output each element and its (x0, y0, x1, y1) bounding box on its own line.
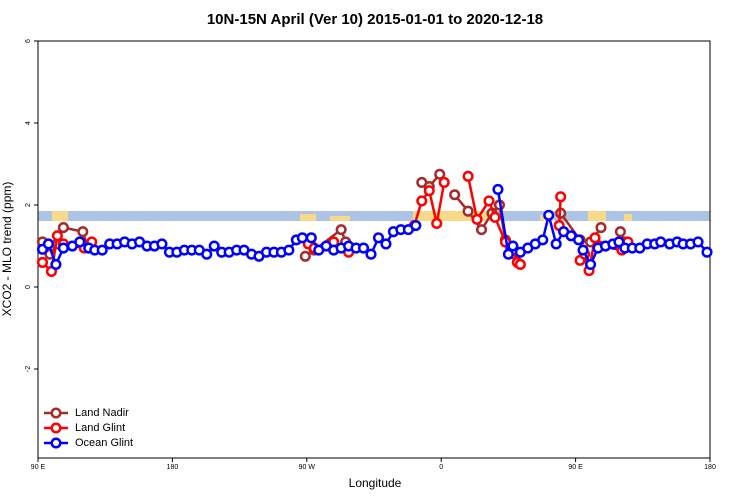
point (537, 234, 549, 246)
point (584, 258, 597, 271)
x-tick-label: 90 E (568, 464, 583, 471)
point (416, 195, 428, 207)
point (577, 244, 589, 256)
point (449, 189, 461, 201)
point (614, 226, 626, 238)
legend-marker (50, 407, 62, 419)
point (51, 230, 63, 242)
point (365, 248, 377, 260)
point (550, 238, 562, 250)
x-tick-label: 90 W (299, 464, 316, 471)
point (595, 222, 607, 234)
point (492, 183, 504, 195)
point (555, 191, 567, 203)
point (589, 232, 601, 244)
legend-marker (50, 437, 62, 449)
land-patch (413, 211, 495, 221)
point (201, 248, 213, 260)
point (357, 242, 370, 254)
point (283, 244, 295, 256)
point (483, 195, 495, 207)
point (502, 248, 514, 260)
y-tick-label: 2 (25, 203, 32, 207)
x-tick-label: 0 (439, 464, 443, 471)
land-patch (330, 216, 350, 221)
point (305, 232, 317, 244)
point (475, 224, 488, 236)
point (96, 244, 108, 256)
point (372, 232, 385, 244)
point (42, 238, 55, 250)
y-tick-label: 6 (25, 39, 32, 43)
y-tick-label: 4 (25, 121, 32, 125)
background-band (38, 211, 710, 221)
legend-label: Land Glint (75, 422, 125, 434)
point (410, 219, 422, 232)
point (514, 258, 526, 271)
point (434, 168, 446, 180)
y-axis-label: XCO2 - MLO trend (ppm) (0, 182, 14, 317)
point (438, 176, 450, 189)
point (655, 236, 667, 248)
point (573, 234, 585, 246)
point (57, 222, 69, 234)
point (296, 232, 308, 244)
point (36, 256, 49, 268)
legend-marker (50, 422, 62, 434)
point (335, 224, 347, 236)
point (471, 213, 483, 225)
point (74, 236, 86, 248)
point (156, 238, 168, 250)
x-tick-label: 180 (167, 464, 179, 471)
point (57, 242, 69, 254)
land-patch (52, 211, 68, 221)
point (208, 240, 220, 252)
point (701, 246, 713, 258)
point (692, 236, 704, 248)
x-tick-label: 180 (704, 464, 716, 471)
band (38, 211, 710, 221)
chart-title: 10N-15N April (Ver 10) 2015-01-01 to 202… (207, 11, 543, 28)
x-tick-label: 90 E (31, 464, 46, 471)
series-line (41, 176, 629, 275)
point (462, 205, 474, 217)
point (431, 217, 443, 230)
point (507, 240, 519, 252)
point (50, 258, 62, 271)
legend-label: Ocean Glint (75, 437, 133, 449)
y-tick-label: 0 (25, 285, 32, 289)
point (380, 238, 392, 250)
y-tick-label: -2 (25, 366, 32, 372)
point (423, 185, 435, 197)
x-axis-label: Longitude (349, 476, 402, 490)
legend-label: Land Nadir (75, 407, 129, 419)
point (543, 209, 555, 221)
land-patch (624, 214, 632, 221)
point (77, 226, 89, 238)
point (462, 170, 474, 182)
land-patch (300, 214, 316, 221)
land-patch (588, 211, 606, 221)
point (299, 250, 311, 262)
point (489, 211, 501, 223)
